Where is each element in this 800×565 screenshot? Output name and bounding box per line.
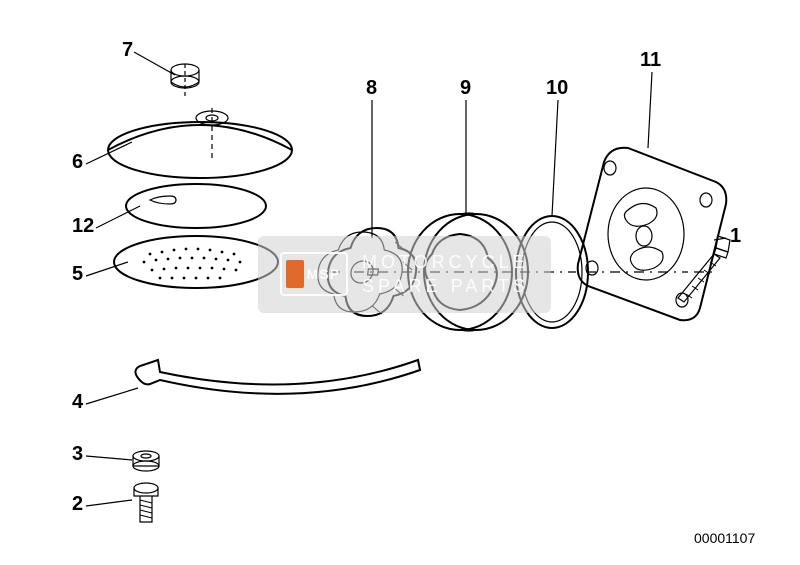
callout-2: 2 <box>72 493 83 515</box>
callout-leaders <box>86 52 726 506</box>
part-screen <box>114 236 278 288</box>
callout-5: 5 <box>72 263 83 285</box>
callout-12: 12 <box>72 215 94 237</box>
callout-1: 1 <box>730 225 741 247</box>
callout-7: 7 <box>122 39 133 61</box>
part-nut <box>133 451 159 471</box>
callout-11: 11 <box>640 49 661 71</box>
part-shim <box>126 184 266 228</box>
callout-6: 6 <box>72 151 83 173</box>
callout-9: 9 <box>460 77 471 99</box>
part-wire <box>135 360 420 394</box>
callout-4: 4 <box>72 391 84 413</box>
document-id: 00001107 <box>694 530 755 546</box>
part-pump-cover <box>578 148 727 320</box>
diagram-svg: 7 6 12 5 4 3 2 8 9 10 11 1 <box>0 0 800 565</box>
callout-8: 8 <box>366 77 377 99</box>
diagram-stage: 7 6 12 5 4 3 2 8 9 10 11 1 MSP MOTORCYCL… <box>0 0 800 565</box>
part-cap-nut <box>171 64 199 96</box>
callout-3: 3 <box>72 443 83 465</box>
part-bolt <box>134 483 158 522</box>
part-cover <box>108 108 292 178</box>
callout-10: 10 <box>546 77 568 99</box>
